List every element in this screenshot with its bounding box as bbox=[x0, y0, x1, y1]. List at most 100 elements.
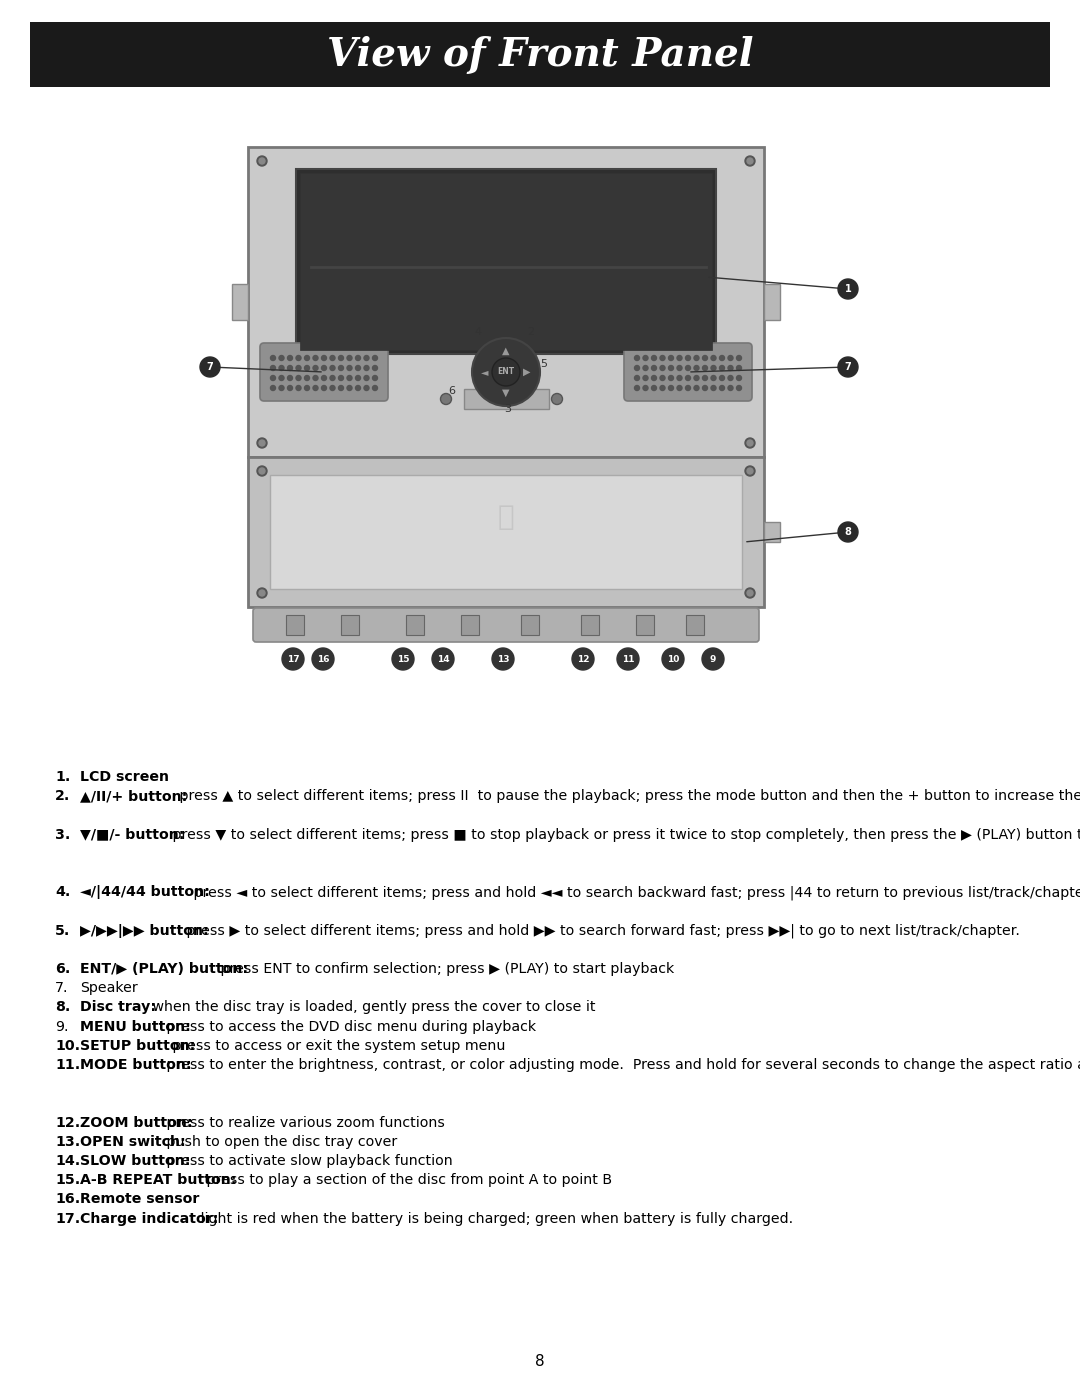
Circle shape bbox=[669, 355, 674, 360]
Circle shape bbox=[330, 355, 335, 360]
Circle shape bbox=[677, 376, 681, 380]
Circle shape bbox=[313, 386, 318, 391]
Circle shape bbox=[702, 355, 707, 360]
Text: 8.: 8. bbox=[55, 1000, 70, 1014]
Circle shape bbox=[728, 355, 733, 360]
Text: 5: 5 bbox=[540, 359, 548, 369]
Text: press ENT to confirm selection; press ▶ (PLAY) to start playback: press ENT to confirm selection; press ▶ … bbox=[216, 963, 674, 977]
Circle shape bbox=[635, 355, 639, 360]
Circle shape bbox=[660, 376, 665, 380]
Circle shape bbox=[669, 366, 674, 370]
Text: 9.: 9. bbox=[55, 1020, 68, 1034]
Circle shape bbox=[259, 158, 265, 163]
Circle shape bbox=[270, 386, 275, 391]
Circle shape bbox=[355, 355, 361, 360]
Circle shape bbox=[635, 366, 639, 370]
Circle shape bbox=[312, 648, 334, 671]
Circle shape bbox=[677, 366, 681, 370]
Text: ⌣: ⌣ bbox=[498, 503, 514, 531]
Bar bbox=[636, 615, 654, 636]
Bar bbox=[300, 173, 712, 351]
Bar bbox=[248, 147, 764, 457]
Text: ▶/▶▶|▶▶ button:: ▶/▶▶|▶▶ button: bbox=[80, 923, 208, 937]
Circle shape bbox=[719, 386, 725, 391]
Circle shape bbox=[364, 386, 369, 391]
Circle shape bbox=[492, 358, 519, 386]
Circle shape bbox=[338, 366, 343, 370]
Text: 11: 11 bbox=[622, 655, 634, 664]
Text: ENT/▶ (PLAY) button:: ENT/▶ (PLAY) button: bbox=[80, 963, 248, 977]
Circle shape bbox=[296, 366, 301, 370]
Circle shape bbox=[338, 386, 343, 391]
Bar bbox=[232, 284, 248, 320]
Circle shape bbox=[257, 467, 267, 476]
Circle shape bbox=[330, 376, 335, 380]
Text: when the disc tray is loaded, gently press the cover to close it: when the disc tray is loaded, gently pre… bbox=[148, 1000, 595, 1014]
Circle shape bbox=[279, 366, 284, 370]
Text: press to realize various zoom functions: press to realize various zoom functions bbox=[162, 1116, 445, 1130]
Circle shape bbox=[287, 386, 293, 391]
Text: 11.: 11. bbox=[55, 1058, 80, 1071]
Text: ▲: ▲ bbox=[502, 346, 510, 356]
Circle shape bbox=[257, 439, 267, 448]
Text: 10: 10 bbox=[666, 655, 679, 664]
Circle shape bbox=[728, 386, 733, 391]
Circle shape bbox=[660, 386, 665, 391]
Text: press to enter the brightness, contrast, or color adjusting mode.  Press and hol: press to enter the brightness, contrast,… bbox=[162, 1058, 1080, 1071]
Circle shape bbox=[313, 376, 318, 380]
Text: 9: 9 bbox=[710, 655, 716, 664]
Circle shape bbox=[472, 338, 540, 407]
Circle shape bbox=[686, 386, 690, 391]
Text: press to activate slow playback function: press to activate slow playback function bbox=[162, 1154, 453, 1168]
Text: press ▼ to select different items; press ■ to stop playback or press it twice to: press ▼ to select different items; press… bbox=[168, 827, 1080, 841]
Circle shape bbox=[737, 355, 742, 360]
Circle shape bbox=[441, 394, 451, 405]
Text: 16.: 16. bbox=[55, 1193, 80, 1207]
Circle shape bbox=[747, 590, 753, 597]
Circle shape bbox=[643, 376, 648, 380]
Circle shape bbox=[651, 386, 657, 391]
Circle shape bbox=[552, 394, 563, 405]
Text: 3: 3 bbox=[504, 404, 512, 414]
Text: press ◄ to select different items; press and hold ◄◄ to search backward fast; pr: press ◄ to select different items; press… bbox=[189, 886, 1080, 900]
Text: Disc tray:: Disc tray: bbox=[80, 1000, 157, 1014]
Text: 6: 6 bbox=[448, 386, 456, 395]
Text: press to play a section of the disc from point A to point B: press to play a section of the disc from… bbox=[202, 1173, 612, 1187]
FancyBboxPatch shape bbox=[253, 608, 759, 643]
Circle shape bbox=[660, 355, 665, 360]
Circle shape bbox=[259, 468, 265, 474]
Text: 16: 16 bbox=[316, 655, 329, 664]
Circle shape bbox=[677, 386, 681, 391]
Circle shape bbox=[287, 355, 293, 360]
Circle shape bbox=[643, 355, 648, 360]
Text: ▶: ▶ bbox=[523, 367, 530, 377]
Circle shape bbox=[686, 366, 690, 370]
Text: 14: 14 bbox=[436, 655, 449, 664]
Text: 4: 4 bbox=[474, 327, 482, 337]
Circle shape bbox=[257, 156, 267, 166]
Circle shape bbox=[313, 355, 318, 360]
Text: ▲/II/+ button:: ▲/II/+ button: bbox=[80, 789, 187, 803]
Circle shape bbox=[364, 355, 369, 360]
Text: 2.: 2. bbox=[55, 789, 70, 803]
Text: 14.: 14. bbox=[55, 1154, 80, 1168]
Circle shape bbox=[492, 648, 514, 671]
Text: 8: 8 bbox=[845, 527, 851, 536]
Text: 1.: 1. bbox=[55, 770, 70, 784]
Circle shape bbox=[728, 376, 733, 380]
Circle shape bbox=[338, 376, 343, 380]
Text: 8: 8 bbox=[536, 1354, 544, 1369]
Circle shape bbox=[347, 366, 352, 370]
Circle shape bbox=[702, 386, 707, 391]
Circle shape bbox=[347, 355, 352, 360]
Bar bbox=[521, 615, 539, 636]
Circle shape bbox=[694, 366, 699, 370]
Circle shape bbox=[719, 376, 725, 380]
Circle shape bbox=[719, 355, 725, 360]
Circle shape bbox=[282, 648, 303, 671]
Circle shape bbox=[322, 376, 326, 380]
Text: Speaker: Speaker bbox=[80, 981, 138, 995]
Circle shape bbox=[373, 366, 378, 370]
Circle shape bbox=[747, 468, 753, 474]
Circle shape bbox=[711, 386, 716, 391]
